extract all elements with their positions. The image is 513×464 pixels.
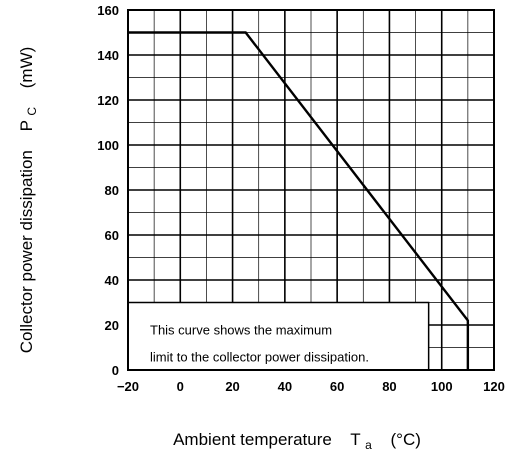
annotation-box <box>127 301 430 371</box>
plot-frame <box>127 9 495 371</box>
y-tick-label: 80 <box>105 183 119 198</box>
y-tick-label: 100 <box>97 138 119 153</box>
y-axis-subscript: C <box>25 107 39 116</box>
y-tick-label: 20 <box>105 318 119 333</box>
x-axis-label-text: Ambient temperature <box>173 430 332 449</box>
annotation-line-1: This curve shows the maximum <box>150 323 332 338</box>
y-axis-label-text: Collector power dissipation <box>17 150 36 353</box>
y-tick-labels: 0 20 40 60 80 100 120 140 160 <box>97 3 119 378</box>
x-axis-subscript: a <box>365 438 372 452</box>
x-axis-symbol: T <box>350 430 360 449</box>
y-tick-label: 0 <box>112 363 119 378</box>
x-axis-label: Ambient temperature T a (°C) <box>173 430 421 453</box>
annotation-box-group: This curve shows the maximum limit to th… <box>127 301 430 371</box>
x-tick-label: 120 <box>483 379 505 394</box>
x-tick-label: 20 <box>225 379 239 394</box>
y-axis-unit: (mW) <box>17 47 36 89</box>
y-tick-label: 60 <box>105 228 119 243</box>
x-tick-label: 60 <box>330 379 344 394</box>
derating-curve <box>128 31 470 370</box>
y-axis-symbol: P <box>17 120 36 131</box>
annotation-line-2: limit to the collector power dissipation… <box>150 350 369 365</box>
y-tick-label: 40 <box>105 273 119 288</box>
x-tick-label: 100 <box>431 379 453 394</box>
y-tick-label: 120 <box>97 93 119 108</box>
x-axis-unit: (°C) <box>391 430 421 449</box>
x-tick-label: 0 <box>177 379 184 394</box>
y-tick-label: 160 <box>97 3 119 18</box>
y-axis-label: Collector power dissipation P C (mW) <box>17 47 40 354</box>
x-tick-label: −20 <box>117 379 139 394</box>
x-tick-labels: −20 0 20 40 60 80 100 120 <box>117 379 505 394</box>
derating-curve-group <box>128 31 470 370</box>
x-tick-label: 80 <box>382 379 396 394</box>
y-tick-label: 140 <box>97 48 119 63</box>
x-tick-label: 40 <box>278 379 292 394</box>
